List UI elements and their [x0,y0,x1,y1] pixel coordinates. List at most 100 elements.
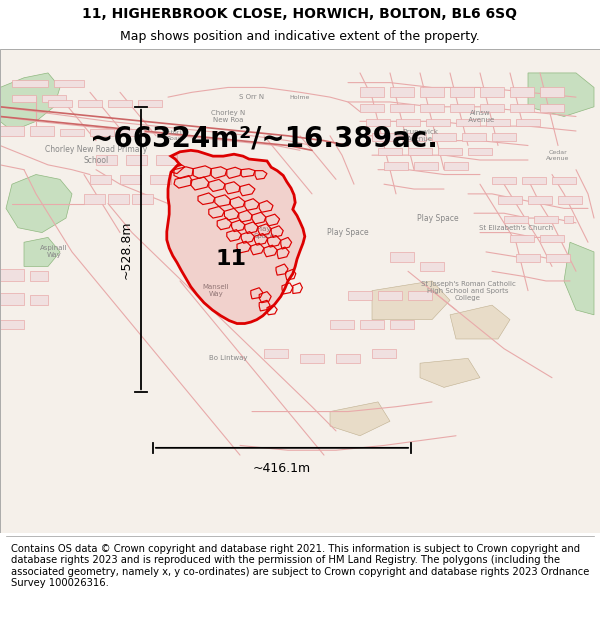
Bar [516,119,540,126]
Text: Mansell
Way: Mansell Way [203,284,229,297]
Text: 11: 11 [215,249,247,269]
Bar [42,95,66,102]
Bar [438,148,462,155]
Polygon shape [24,238,60,266]
Text: Holme: Holme [290,94,310,99]
Polygon shape [564,242,594,315]
Bar [264,349,288,358]
Bar [468,148,492,155]
Bar [510,235,534,242]
Text: Victoria
Road: Victoria Road [162,131,186,141]
Bar [120,129,144,136]
Bar [84,194,105,204]
Bar [60,129,84,136]
Bar [552,177,576,184]
Text: S Orr N: S Orr N [239,94,265,100]
Bar [420,88,444,97]
Bar [120,174,141,184]
Bar [480,88,504,97]
Bar [12,95,36,102]
Bar [540,88,564,97]
Bar [372,349,396,358]
Bar [372,133,396,141]
Bar [414,162,438,169]
Text: ~66324m²/~16.389ac.: ~66324m²/~16.389ac. [90,124,438,152]
Bar [522,177,546,184]
Text: St Elizabeth's Church: St Elizabeth's Church [479,225,553,231]
Polygon shape [330,402,390,436]
Bar [504,216,528,223]
Text: Play
Space: Play Space [253,226,275,239]
Bar [30,271,48,281]
Bar [390,104,414,112]
Bar [30,126,54,136]
Bar [432,133,456,141]
Text: St Joseph's Roman Catholic
High School and Sports
College: St Joseph's Roman Catholic High School a… [421,281,515,301]
Text: ~528.8m: ~528.8m [119,220,133,279]
Polygon shape [420,358,480,387]
Bar [0,126,24,136]
Bar [444,162,468,169]
Text: Contains OS data © Crown copyright and database right 2021. This information is : Contains OS data © Crown copyright and d… [11,544,589,588]
Bar [150,174,171,184]
Bar [108,99,132,107]
Bar [540,104,564,112]
Text: Ainsw
 Avenue: Ainsw Avenue [466,110,494,123]
Bar [528,196,552,204]
Bar [450,88,474,97]
Text: ~416.1m: ~416.1m [253,462,311,474]
Bar [90,129,114,136]
Bar [510,88,534,97]
Bar [360,319,384,329]
Bar [480,104,504,112]
Bar [426,119,450,126]
Bar [132,194,153,204]
Bar [108,194,129,204]
Bar [378,291,402,300]
Bar [390,88,414,97]
Bar [486,119,510,126]
Bar [0,293,24,305]
Bar [420,262,444,271]
Bar [390,252,414,262]
Bar [564,216,573,223]
Polygon shape [6,174,72,232]
Bar [0,319,24,329]
Bar [492,133,516,141]
Bar [378,148,402,155]
Bar [348,291,372,300]
Bar [96,155,117,165]
Bar [408,291,432,300]
Bar [498,196,522,204]
Text: Chorley New Road Primary
School: Chorley New Road Primary School [45,146,147,165]
Bar [456,119,480,126]
Text: Play Space: Play Space [417,214,459,222]
Bar [534,216,558,223]
Bar [54,80,84,88]
Bar [420,104,444,112]
Bar [336,354,360,363]
Bar [516,254,540,262]
FancyBboxPatch shape [0,49,600,532]
Text: Bo Lintway: Bo Lintway [209,356,247,361]
Bar [450,104,474,112]
Bar [540,235,564,242]
Bar [126,155,147,165]
Bar [360,104,384,112]
Bar [330,319,354,329]
Bar [546,254,570,262]
Bar [510,104,534,112]
Text: 11, HIGHERBROOK CLOSE, HORWICH, BOLTON, BL6 6SQ: 11, HIGHERBROOK CLOSE, HORWICH, BOLTON, … [83,7,517,21]
Polygon shape [0,73,60,131]
Text: Map shows position and indicative extent of the property.: Map shows position and indicative extent… [120,30,480,43]
Bar [558,196,582,204]
Bar [90,174,111,184]
Bar [396,119,420,126]
Polygon shape [167,151,305,324]
Bar [462,133,486,141]
Bar [138,99,162,107]
Bar [30,296,48,305]
Text: Chorley N
New Roa: Chorley N New Roa [211,110,245,123]
Bar [402,133,426,141]
Polygon shape [450,305,510,339]
